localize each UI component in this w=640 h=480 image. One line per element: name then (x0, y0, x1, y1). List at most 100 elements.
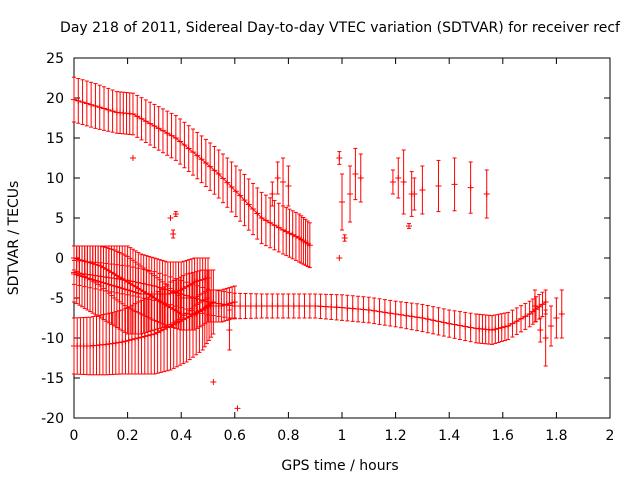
data-point (536, 303, 543, 310)
data-point (109, 108, 116, 115)
data-point (451, 321, 458, 328)
data-point (199, 276, 206, 283)
data-point (142, 118, 149, 125)
data-point (75, 97, 82, 104)
data-point (237, 303, 244, 309)
data-point (229, 299, 236, 306)
data-point (218, 303, 225, 309)
data-point (306, 242, 313, 249)
data-point (403, 312, 410, 319)
data-point (167, 290, 174, 297)
data-point (189, 149, 196, 156)
data-point (103, 280, 110, 287)
data-point (159, 127, 166, 134)
data-point (228, 183, 235, 190)
series-track-late-upper (408, 157, 490, 219)
data-point (531, 303, 538, 309)
x-tick-label: 1.4 (438, 428, 460, 444)
x-tick-label: 0.8 (277, 428, 299, 444)
data-point (128, 336, 135, 343)
data-point (198, 156, 205, 163)
data-point (167, 215, 174, 221)
data-point (164, 291, 171, 297)
data-point (215, 171, 222, 177)
data-point (349, 305, 356, 312)
data-point (522, 313, 529, 320)
data-point (177, 138, 184, 145)
data-point (376, 308, 383, 315)
data-point (344, 305, 351, 312)
data-point (194, 278, 201, 285)
data-point (105, 281, 112, 288)
data-point (138, 115, 145, 122)
data-point (119, 339, 126, 345)
y-tick-label: 10 (46, 171, 64, 187)
data-point (237, 192, 244, 199)
data-point (172, 211, 179, 217)
data-point (97, 279, 104, 285)
data-point (406, 223, 412, 229)
data-point (339, 304, 345, 311)
series-outliers (129, 155, 343, 412)
data-point (172, 135, 179, 141)
data-point (267, 219, 274, 226)
data-point (164, 130, 171, 137)
data-point (355, 306, 362, 313)
data-point (231, 299, 238, 305)
data-point (132, 289, 139, 296)
data-point (509, 320, 516, 327)
y-tick-label: 15 (46, 131, 64, 147)
data-point (232, 188, 239, 195)
data-point (430, 317, 437, 324)
data-point (172, 288, 179, 295)
data-point (518, 315, 525, 322)
data-point (451, 181, 458, 188)
data-point (317, 303, 324, 310)
data-point (122, 338, 129, 345)
data-point (462, 323, 469, 330)
x-tick-label: 0 (70, 428, 79, 444)
data-point (247, 303, 254, 309)
data-point (505, 323, 512, 329)
data-point (147, 120, 154, 127)
data-point (296, 303, 303, 309)
x-tick-label: 0.6 (224, 428, 246, 444)
y-axis-label: SDTVAR / TECUs (6, 181, 22, 296)
data-point (207, 163, 214, 170)
data-point (495, 325, 502, 332)
data-point (224, 179, 231, 186)
data-point (395, 175, 402, 181)
y-tick-label: -20 (41, 411, 64, 427)
data-point (285, 303, 292, 309)
data-layer (71, 76, 565, 412)
data-point (191, 279, 198, 285)
data-point (234, 405, 241, 412)
data-point (283, 228, 290, 235)
data-point (92, 103, 99, 109)
data-point (87, 275, 94, 282)
series-track-early-secondary (71, 245, 211, 335)
data-point (148, 331, 155, 338)
data-point (226, 300, 233, 307)
data-point (211, 167, 218, 174)
data-point (223, 301, 230, 308)
data-point (205, 275, 211, 281)
data-point (360, 306, 367, 313)
data-point (446, 320, 453, 327)
x-tick-label: 1.8 (545, 428, 567, 444)
series-track-upper (71, 76, 313, 269)
data-point (553, 315, 560, 321)
data-point (301, 303, 308, 309)
data-point (155, 125, 162, 132)
data-point (274, 175, 281, 181)
data-point (347, 191, 354, 197)
data-point (483, 191, 490, 197)
series-scatter-1p2 (389, 149, 418, 229)
data-point (548, 323, 555, 329)
data-point (289, 231, 296, 238)
data-point (306, 303, 313, 309)
data-point (254, 210, 261, 217)
data-point (435, 318, 442, 325)
axis-ticks: 0 0.2 0.4 0.6 0.8 1 1.2 1.4 1.6 1.8 2 -20 -15 -10 -5 0 5… (41, 51, 614, 444)
